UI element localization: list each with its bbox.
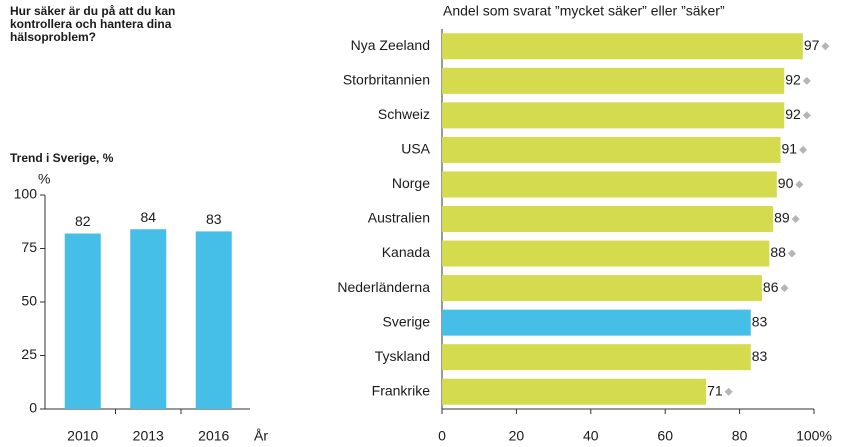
x-tick-label: 20: [509, 428, 525, 444]
value-label: 82: [75, 213, 91, 229]
x-axis-label: År: [254, 428, 268, 444]
bar: [442, 206, 774, 232]
bar: [442, 309, 751, 336]
value-label: 89: [774, 210, 790, 226]
diamond-marker: [791, 215, 800, 223]
y-tick-label: Schweiz: [378, 106, 430, 122]
x-tick-label: 2016: [198, 428, 229, 444]
y-tick-label: 0: [29, 400, 37, 416]
y-tick-label: Australien: [368, 210, 430, 226]
value-label: 83: [752, 313, 768, 329]
x-tick-label: 80: [732, 428, 748, 444]
diamond-marker: [821, 42, 830, 51]
bar: [442, 171, 777, 198]
value-label: 71: [707, 382, 723, 398]
y-tick-label: Nederländerna: [337, 279, 430, 295]
y-tick-label: Norge: [392, 175, 430, 191]
bar: [442, 378, 707, 405]
y-tick-label: Sverige: [383, 313, 431, 329]
y-tick-label: 50: [21, 293, 37, 309]
chart-subtitle: Trend i Sverige, %: [10, 151, 114, 165]
value-label: 92: [785, 106, 801, 122]
x-tick-label: 2010: [67, 428, 98, 444]
value-label: 97: [804, 37, 820, 53]
diamond-marker: [780, 284, 789, 293]
y-tick-label: Storbritannien: [343, 72, 430, 88]
bar: [442, 240, 770, 267]
diamond-marker: [799, 145, 808, 154]
x-tick-label: 0: [438, 428, 446, 444]
diamond-marker: [724, 387, 733, 396]
value-label: 91: [782, 141, 798, 157]
bar: [442, 344, 751, 371]
chart-title: Andel som svarat ”mycket säker” eller ”s…: [443, 3, 725, 19]
y-axis-label: %: [38, 171, 50, 187]
bar: [442, 33, 803, 60]
x-tick-label: 60: [657, 428, 673, 444]
value-label: 88: [770, 244, 786, 260]
value-label: 84: [140, 209, 156, 225]
bar: [130, 229, 167, 409]
diamond-marker: [787, 249, 796, 258]
value-label: 86: [763, 279, 779, 295]
bar: [64, 233, 101, 409]
value-label: 83: [752, 348, 768, 364]
y-tick-label: 75: [21, 239, 37, 255]
diamond-marker: [802, 111, 811, 120]
bar: [442, 67, 785, 94]
bar: [442, 102, 785, 129]
y-tick-label: USA: [401, 141, 430, 157]
diamond-marker: [795, 180, 804, 189]
value-label: 92: [785, 72, 801, 88]
y-tick-label: Tyskland: [375, 348, 430, 364]
y-tick-label: Nya Zeeland: [351, 37, 430, 53]
value-label: 83: [206, 211, 222, 227]
y-tick-label: 100: [14, 186, 38, 202]
x-tick-label: 100%: [796, 428, 832, 444]
bar: [442, 136, 781, 163]
bar: [442, 275, 762, 302]
diamond-marker: [802, 76, 811, 85]
bar: [195, 231, 232, 409]
y-tick-label: 25: [21, 346, 37, 362]
y-tick-label: Frankrike: [372, 382, 431, 398]
x-tick-label: 2013: [133, 428, 164, 444]
chart-title: Hur säker är du på att du kan kontroller…: [10, 4, 176, 44]
value-label: 90: [778, 175, 794, 191]
x-tick-label: 40: [583, 428, 599, 444]
y-tick-label: Kanada: [382, 244, 430, 260]
